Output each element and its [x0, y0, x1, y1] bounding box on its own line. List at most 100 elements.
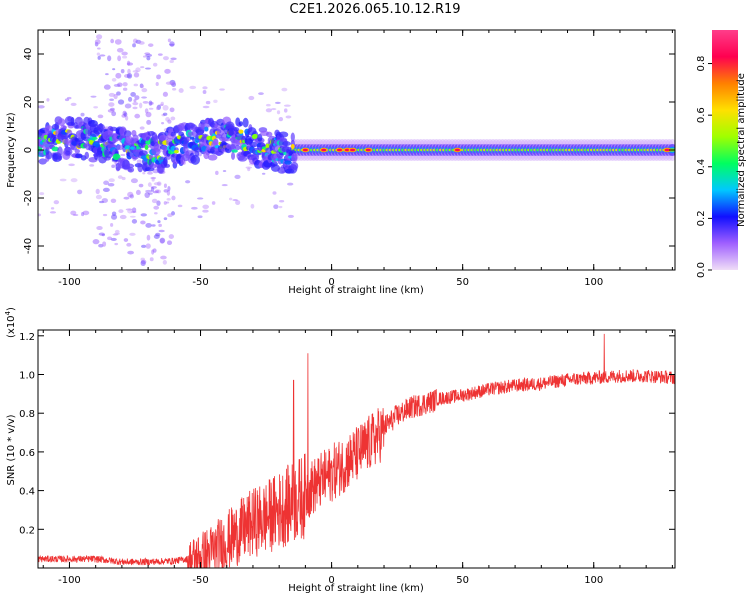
- spectrogram-cell: [228, 197, 233, 201]
- spectrogram-cell: [159, 237, 166, 244]
- spectrogram-cell: [124, 103, 132, 109]
- spectrogram-cell: [115, 72, 122, 79]
- spectrogram-cell: [158, 134, 169, 142]
- spectrogram-cell: [146, 234, 151, 241]
- spectrogram-cell: [89, 164, 95, 167]
- spectrogram-cell: [107, 55, 112, 62]
- spectrogram-cell: [276, 110, 281, 115]
- snr-panel: -100 -50 0 50 100 0.2 0.4 0.6 0.8 1.0 1.2 Height …: [4, 307, 676, 594]
- spectrogram-cell: [90, 95, 97, 98]
- spectrogram-cell: [173, 149, 179, 154]
- spectrogram-cell: [140, 260, 146, 267]
- spectrogram-cell: [265, 108, 272, 113]
- spectrogram-cell: [132, 43, 136, 48]
- spectrogram-cell: [163, 201, 167, 205]
- y-tick-label: -40: [23, 238, 34, 254]
- spectrogram-cell: [119, 214, 127, 220]
- spectrogram-y-axis: -40 -20 0 20 40: [23, 48, 675, 254]
- spectrogram-cell: [99, 54, 106, 57]
- spectrogram-cell: [158, 229, 165, 233]
- y-tick-label: 1.0: [19, 371, 35, 382]
- spectrogram-cell: [165, 117, 170, 122]
- spectrogram-cell: [287, 214, 294, 218]
- snr-frame: [37, 329, 676, 569]
- spectrogram-cell: [166, 197, 171, 201]
- spectrogram-cell: [202, 209, 209, 213]
- spectrogram-cell: [202, 204, 210, 209]
- x-tick-label: 0: [328, 277, 334, 288]
- spectrogram-cell: [108, 178, 115, 183]
- spectrogram-cell: [107, 183, 115, 187]
- spectrogram-cell: [231, 152, 236, 160]
- spectrogram-cell: [161, 121, 165, 125]
- spectrogram-cell: [664, 148, 670, 152]
- spectrogram-cell: [147, 192, 153, 195]
- spectrogram-cell: [171, 195, 176, 201]
- spectrogram-cell: [131, 207, 137, 213]
- spectrogram-x-axis: -100 -50 0 50 100: [42, 30, 673, 288]
- colorbar-tick-label: 0.0: [696, 262, 707, 278]
- spectrogram-cell: [286, 149, 296, 155]
- spectrogram-cell: [164, 68, 171, 74]
- spectrogram-cell: [141, 244, 147, 248]
- spectrogram-cell: [77, 189, 83, 195]
- spectrogram-cell: [205, 100, 211, 105]
- spectrogram-cell: [265, 103, 271, 107]
- spectrogram-cell: [70, 117, 75, 126]
- spectrogram-cell: [167, 119, 172, 124]
- spectrogram-cell: [273, 204, 279, 210]
- spectrogram-cell: [190, 154, 201, 165]
- spectrogram-cell: [117, 55, 122, 62]
- spectrogram-cell: [122, 87, 128, 91]
- snr-series-line: [38, 333, 675, 568]
- spectrogram-cell: [139, 126, 145, 130]
- spectrogram-cell: [145, 53, 153, 57]
- x-tick-label: -100: [58, 277, 81, 288]
- spectrogram-cell: [160, 101, 164, 107]
- spectrogram-cell: [134, 95, 140, 100]
- spectrogram-cell: [103, 84, 111, 90]
- spectrogram-cell: [122, 55, 128, 59]
- spectrogram-cell: [145, 111, 152, 118]
- spectrogram-cell: [147, 171, 153, 175]
- spectrogram-cell: [103, 180, 110, 185]
- spectrogram-cell: [283, 104, 291, 107]
- spectrogram-cell: [110, 223, 114, 227]
- spectrogram-cell: [133, 98, 137, 103]
- spectrogram-cell: [45, 151, 53, 160]
- spectrogram-cell: [162, 104, 169, 111]
- spectrogram-cell: [287, 182, 294, 186]
- spectrogram-cell: [135, 189, 141, 196]
- spectrogram-cell: [204, 126, 209, 132]
- spectrogram-cell: [127, 167, 135, 173]
- spectrogram-cell: [237, 156, 248, 162]
- spectrogram-cell: [123, 196, 130, 200]
- spectrogram-cell: [96, 34, 103, 40]
- spectrogram-cell: [257, 133, 263, 142]
- spectrogram-cell: [238, 129, 244, 134]
- y-tick-label: 0.4: [19, 487, 35, 498]
- spectrogram-cell: [197, 215, 203, 219]
- spectrogram-cell: [92, 239, 100, 245]
- spectrogram-cell: [142, 171, 146, 175]
- spectrogram-cell: [152, 62, 158, 67]
- spectrogram-cell: [111, 211, 117, 216]
- spectrogram-cell: [102, 241, 107, 247]
- spectrogram-cell: [50, 207, 55, 210]
- spectrogram-cell: [96, 123, 105, 131]
- spectrogram-cell: [91, 136, 98, 140]
- spectrogram-cell: [245, 166, 252, 169]
- spectrogram-xlabel: Height of straight line (km): [288, 285, 424, 296]
- spectrogram-cell: [98, 232, 105, 236]
- spectrogram-cell: [156, 106, 160, 111]
- colorbar-axis: 0.0 0.2 0.4 0.6 0.8: [696, 56, 712, 278]
- spectrogram-cell: [219, 88, 225, 91]
- spectrogram-cell: [99, 200, 105, 204]
- spectrogram-cell: [101, 198, 108, 203]
- spectrogram-cell: [153, 205, 160, 210]
- spectrogram-cell: [84, 151, 90, 160]
- spectrogram-cell: [70, 210, 77, 216]
- spectrogram-cell: [141, 88, 148, 93]
- snr-y-axis: 0.2 0.4 0.6 0.8 1.0 1.2: [19, 332, 675, 536]
- spectrogram-cell: [177, 204, 183, 208]
